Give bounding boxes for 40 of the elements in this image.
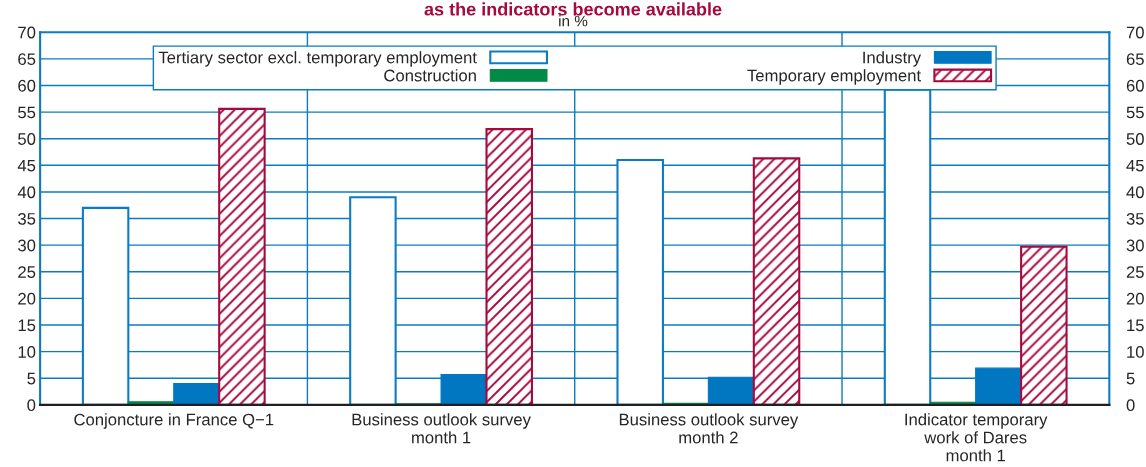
y-tick-label: 65: [18, 53, 36, 66]
y-tick-label: 70: [18, 26, 36, 39]
y-tick-label: 45: [17, 159, 36, 172]
y2-tick-label: 0: [1126, 399, 1135, 412]
x-tick-label: Conjoncture in France Q−1: [74, 413, 274, 429]
y2-tick-label: 45: [1126, 159, 1144, 172]
y2-tick-label: 40: [1126, 186, 1144, 199]
y2-tick-label: 50: [1126, 133, 1144, 145]
y-tick-label: 15: [18, 319, 36, 332]
x-tick-label: Indicator temporary work of Dares month 1: [905, 413, 1048, 462]
chart-title: as the indicators become available: [424, 2, 722, 16]
y2-tick-label: 70: [1126, 26, 1144, 39]
y2-tick-label: 30: [1126, 239, 1144, 252]
y2-tick-label: 60: [1126, 79, 1144, 92]
y2-tick-label: 65: [1126, 53, 1144, 66]
legend-label: Construction: [384, 69, 476, 82]
y2-tick-label: 55: [1126, 106, 1144, 119]
legend-label: Temporary employment: [747, 69, 921, 85]
y2-tick-label: 10: [1127, 346, 1144, 358]
y2-tick-label: 5: [1126, 372, 1135, 385]
x-tick-label: Business outlook survey month 1: [352, 413, 531, 444]
y2-tick-label: 35: [1126, 212, 1144, 225]
y2-tick-label: 15: [1127, 319, 1144, 332]
y-tick-label: 40: [17, 186, 36, 199]
y2-tick-label: 25: [1126, 266, 1144, 278]
legend-label: Tertiary sector excl. temporary employment: [158, 51, 477, 67]
y-tick-label: 50: [18, 133, 36, 145]
y-tick-label: 10: [18, 346, 36, 358]
y-tick-label: 55: [18, 106, 36, 119]
x-tick-label: Business outlook survey month 2: [619, 413, 799, 444]
y-tick-label: 20: [18, 292, 36, 305]
y-tick-label: 60: [18, 79, 36, 92]
y-tick-label: 30: [18, 239, 36, 252]
y-tick-label: 5: [27, 372, 36, 385]
y-tick-label: 0: [27, 399, 36, 412]
y-tick-label: 25: [18, 266, 36, 278]
chart-subtitle: in %: [559, 15, 588, 27]
y-tick-label: 35: [18, 212, 36, 225]
y2-tick-label: 20: [1126, 292, 1144, 305]
legend-label: Industry: [863, 51, 922, 67]
